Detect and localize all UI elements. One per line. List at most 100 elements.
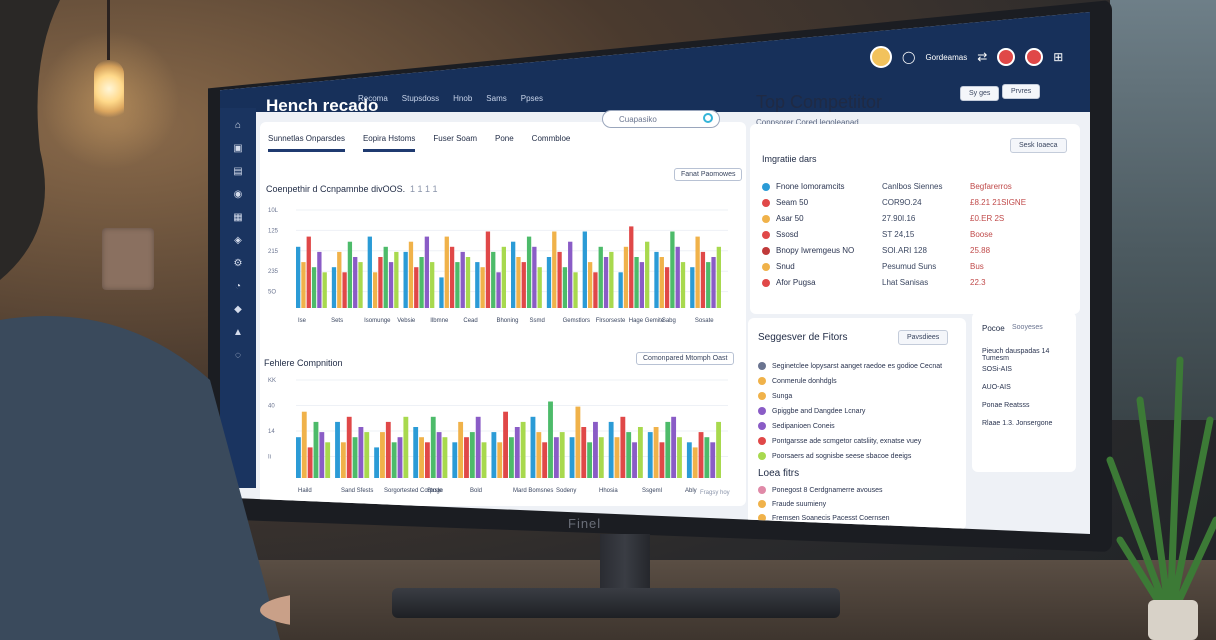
suggestion-row[interactable]: Pontgarsse ade scmgetor catsliity, exnat… [758, 437, 921, 445]
bar[interactable] [537, 267, 542, 308]
bar[interactable] [532, 246, 537, 308]
tag-icon[interactable]: ◆ [234, 304, 242, 315]
suggestion-row[interactable]: Ponegost 8 Cerdgnamerre avouses [758, 486, 883, 494]
suggestion-row[interactable]: Poorsaers ad sognisbe seese sbacoe deeig… [758, 452, 911, 460]
bar[interactable] [598, 437, 604, 478]
bar[interactable] [301, 262, 306, 308]
bar[interactable] [582, 231, 587, 309]
bar[interactable] [698, 432, 704, 478]
bar[interactable] [301, 411, 307, 478]
bar[interactable] [335, 421, 340, 478]
bar[interactable] [593, 421, 598, 478]
bar[interactable] [311, 267, 317, 308]
bar[interactable] [491, 251, 496, 308]
bar[interactable] [480, 267, 485, 308]
bar[interactable] [464, 437, 469, 478]
nav-item[interactable]: Ppses [520, 94, 543, 103]
tab-history[interactable]: Eopira Hstoms [362, 134, 416, 152]
bar[interactable] [581, 427, 587, 478]
user-label[interactable]: Gordeamas [925, 52, 968, 62]
bar[interactable] [313, 421, 319, 478]
bar[interactable] [403, 251, 408, 308]
bar[interactable] [460, 251, 465, 308]
bar[interactable] [675, 246, 680, 308]
bar[interactable] [553, 437, 559, 478]
settings-icon[interactable]: ⚙ [233, 258, 243, 269]
nav-item[interactable]: Stupsdoss [401, 94, 440, 103]
bar[interactable] [526, 236, 532, 308]
bar[interactable] [331, 267, 337, 308]
bar[interactable] [430, 416, 436, 478]
bar[interactable] [444, 236, 449, 308]
suggestion-row[interactable]: Fremsen Soanecis Pacesst Coernsen [758, 514, 890, 522]
bar[interactable] [414, 267, 419, 308]
bar[interactable] [503, 411, 508, 478]
bar[interactable] [562, 267, 568, 308]
bar[interactable] [530, 416, 536, 478]
bar[interactable] [511, 241, 516, 308]
bar[interactable] [670, 231, 675, 309]
bar[interactable] [413, 427, 419, 478]
bar[interactable] [481, 442, 487, 478]
tab-user[interactable]: Fuser Soam [433, 134, 477, 143]
bar[interactable] [552, 231, 557, 309]
nav-item[interactable]: Hnob [453, 94, 473, 103]
bar[interactable] [614, 437, 620, 478]
bar[interactable] [307, 447, 313, 478]
bar[interactable] [514, 427, 520, 478]
bar[interactable] [347, 241, 353, 308]
bar[interactable] [469, 432, 475, 478]
bar[interactable] [353, 257, 358, 308]
bar[interactable] [521, 262, 526, 308]
bar[interactable] [706, 262, 711, 308]
suggestion-row[interactable]: Sunga [758, 392, 792, 400]
bar[interactable] [609, 251, 614, 308]
bar[interactable] [664, 267, 670, 308]
bar[interactable] [424, 236, 430, 308]
bar[interactable] [364, 432, 370, 478]
bar[interactable] [632, 442, 637, 478]
tab-compare[interactable]: Commbloe [531, 134, 571, 143]
bar[interactable] [325, 442, 331, 478]
bar[interactable] [653, 427, 659, 478]
bar[interactable] [319, 432, 325, 478]
bar[interactable] [516, 257, 521, 308]
bar[interactable] [322, 272, 327, 308]
insight-row[interactable]: Asar 50 [762, 214, 804, 223]
bar[interactable] [647, 432, 653, 478]
flag-icon[interactable]: ▲ [233, 327, 243, 338]
suggestion-row[interactable]: Sedipanioen Coneis [758, 422, 835, 430]
bar[interactable] [442, 437, 448, 478]
bar[interactable] [620, 416, 626, 478]
suggestion-row[interactable]: Seginetclee lopysarst aanget raedoe es g… [758, 362, 942, 370]
bar[interactable] [575, 406, 581, 478]
share-icon[interactable]: ⇄ [977, 50, 988, 64]
bar[interactable] [439, 277, 444, 308]
bar[interactable] [548, 401, 553, 479]
bar[interactable] [665, 421, 671, 478]
bar[interactable] [452, 442, 458, 478]
bar[interactable] [659, 257, 664, 308]
tab-pone[interactable]: Pone [494, 134, 514, 143]
bar[interactable] [573, 272, 578, 308]
bar[interactable] [397, 437, 403, 478]
nav-item[interactable]: Sams [486, 94, 507, 103]
bar[interactable] [391, 442, 397, 478]
bar[interactable] [449, 246, 455, 308]
bar[interactable] [458, 421, 464, 478]
insight-row[interactable]: Snud [762, 262, 795, 271]
bar[interactable] [455, 262, 460, 308]
tab-overview[interactable]: Sunnetlas Onparsdes [268, 134, 345, 152]
bar[interactable] [629, 226, 634, 308]
bar[interactable] [296, 246, 301, 308]
chart2-dropdown[interactable]: Comonpared Mtomph Oast [636, 352, 735, 365]
bar[interactable] [475, 416, 481, 478]
bar[interactable] [496, 272, 501, 308]
bar[interactable] [587, 442, 593, 478]
bar[interactable] [700, 251, 706, 308]
layers-icon[interactable]: ◈ [234, 235, 242, 246]
bar[interactable] [296, 437, 301, 478]
dashboard-icon[interactable]: ▣ [233, 143, 243, 154]
bar[interactable] [637, 427, 643, 478]
period-select[interactable]: Sy ges [960, 86, 1000, 101]
